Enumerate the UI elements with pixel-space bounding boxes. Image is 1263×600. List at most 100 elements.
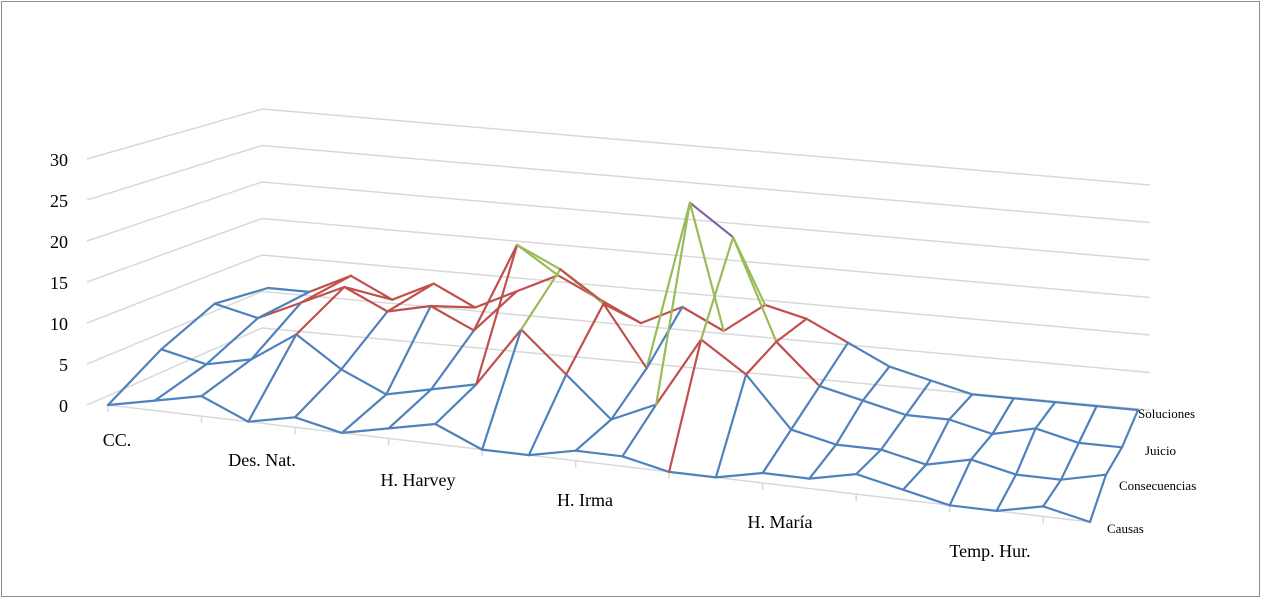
surface-segment xyxy=(385,304,432,396)
surface-segment xyxy=(901,488,951,507)
surface-segment xyxy=(430,329,475,391)
surface-segment xyxy=(818,385,864,402)
surface-segment xyxy=(527,373,568,457)
category-label: Temp. Hur. xyxy=(949,541,1030,561)
z-tick-label: 25 xyxy=(50,191,68,211)
category-label: Des. Nat. xyxy=(228,450,295,470)
z-tick-label: 0 xyxy=(59,396,68,416)
series-label: Causas xyxy=(1107,521,1144,536)
surface-segment xyxy=(472,243,519,332)
surface-segment xyxy=(991,397,1015,436)
surface-segment xyxy=(610,403,658,421)
surface-segment xyxy=(991,427,1037,436)
surface-segment xyxy=(621,455,671,473)
surface-segment xyxy=(861,399,908,417)
surface-segment xyxy=(515,274,560,293)
z-gridline xyxy=(86,181,1151,261)
surface-segment xyxy=(200,358,253,398)
category-label: H. María xyxy=(748,512,813,532)
surface-segment xyxy=(1042,505,1092,524)
surface-segment xyxy=(846,341,891,368)
surface-segment xyxy=(153,395,203,402)
surface-segment xyxy=(805,317,850,344)
surface-segment xyxy=(574,449,624,458)
surface-segment xyxy=(1053,401,1098,408)
series-label: Juicio xyxy=(1145,443,1176,458)
surface-segment xyxy=(153,363,208,402)
surface-segment xyxy=(834,443,883,451)
surface-segment xyxy=(699,338,748,376)
z-tick-label: 30 xyxy=(50,150,68,170)
surface-segment xyxy=(429,304,475,332)
series-label: Consecuencias xyxy=(1119,478,1196,493)
surface-segment xyxy=(574,418,613,452)
surface-segment xyxy=(429,304,477,309)
surface-segment xyxy=(818,341,850,388)
surface-segment xyxy=(722,303,767,333)
surface-segment xyxy=(250,333,298,361)
z-gridline xyxy=(86,217,1151,299)
surface-segment xyxy=(343,285,389,313)
surface-segment xyxy=(520,268,562,331)
surface-segment xyxy=(527,449,577,457)
surface-segment xyxy=(761,428,793,475)
surface-segment xyxy=(1077,405,1098,444)
surface-segment xyxy=(250,301,303,361)
surface-segment xyxy=(744,373,793,431)
surface-segment xyxy=(602,302,648,370)
surface-segment xyxy=(688,201,735,239)
surface-segment xyxy=(256,290,311,320)
surface-segment xyxy=(475,328,523,386)
surface-segment xyxy=(929,379,974,396)
surface-segment xyxy=(948,504,998,512)
surface-segment xyxy=(763,303,808,320)
surface-segment xyxy=(969,458,1018,476)
surface-segment xyxy=(200,395,250,423)
surface-segment xyxy=(995,505,1045,512)
surface-segment xyxy=(300,274,352,304)
surface-segment xyxy=(948,393,974,421)
surface-segment xyxy=(340,368,388,396)
surface-segment xyxy=(340,393,388,434)
surface-segment xyxy=(714,373,748,479)
surface-segment xyxy=(688,201,725,333)
surface-segment xyxy=(667,338,703,473)
surface-segment xyxy=(565,302,605,376)
series-label: Soluciones xyxy=(1138,406,1195,421)
surface-segment xyxy=(808,443,838,480)
surface-segment xyxy=(1095,405,1140,412)
surface-segment xyxy=(602,302,643,325)
surface-segment xyxy=(432,282,477,309)
surface-segment xyxy=(610,367,648,421)
z-gridline xyxy=(86,327,1151,411)
surface-segment xyxy=(247,416,297,423)
surface-segment xyxy=(205,317,259,366)
surface-segment xyxy=(969,432,994,461)
surface-segment xyxy=(621,403,658,458)
surface-segment xyxy=(879,448,928,466)
surface-segment xyxy=(995,473,1018,512)
surface-segment xyxy=(855,473,905,491)
surface-segment xyxy=(430,383,478,391)
surface-segment xyxy=(565,373,613,421)
surface-segment xyxy=(645,305,684,370)
surface-segment xyxy=(300,285,346,304)
surface-segment xyxy=(160,348,208,366)
surface-segment xyxy=(879,413,908,451)
surface-segment xyxy=(775,317,808,343)
surface-segment xyxy=(971,393,1015,400)
surface-segment xyxy=(1059,473,1108,481)
surface-segment xyxy=(386,282,435,313)
surface-segment xyxy=(901,463,928,491)
surface-segment xyxy=(391,282,435,301)
surface-segment xyxy=(655,201,692,406)
surface-segment xyxy=(834,399,864,446)
surface-segment xyxy=(434,422,484,451)
surface-segment xyxy=(266,286,311,293)
surface-segment xyxy=(205,358,253,366)
surface-segment xyxy=(340,310,389,371)
category-label: H. Harvey xyxy=(381,470,456,490)
surface-segment xyxy=(293,368,343,419)
surface-segment xyxy=(948,458,973,507)
surface-segment xyxy=(1120,408,1140,449)
